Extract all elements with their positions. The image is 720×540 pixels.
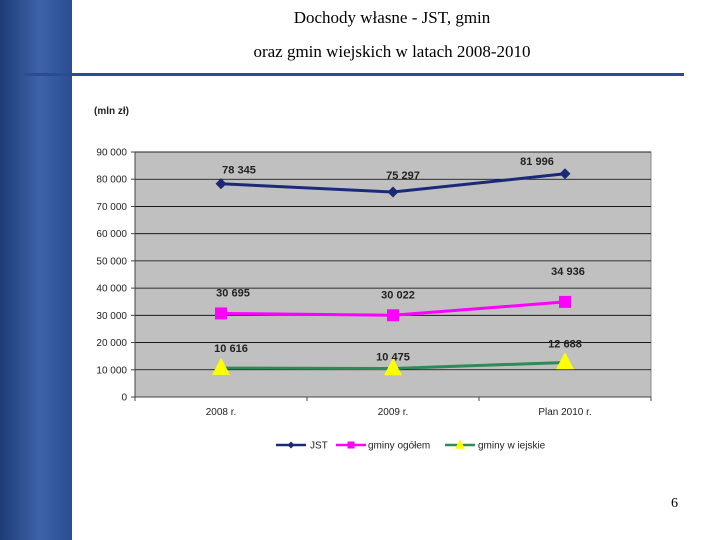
unit-label: (mln zł) bbox=[94, 106, 129, 117]
data-point bbox=[215, 307, 227, 320]
y-tick-label: 30 000 bbox=[96, 311, 127, 322]
data-label: 12 688 bbox=[548, 338, 582, 350]
y-tick-label: 40 000 bbox=[96, 284, 127, 295]
x-tick-label: 2008 r. bbox=[206, 407, 237, 418]
axis-layer: (mln zł) 0 10 000 20 000 30 000 40 000 50 000 6… bbox=[94, 106, 652, 418]
legend-item: gminy ogółem bbox=[336, 441, 430, 452]
data-label: 81 996 bbox=[520, 156, 554, 168]
data-point bbox=[387, 186, 399, 198]
data-label: 75 297 bbox=[386, 170, 420, 182]
legend-marker bbox=[287, 441, 295, 449]
legend-item: JST bbox=[276, 441, 328, 452]
data-label: 34 936 bbox=[551, 266, 585, 278]
series-gminy-w-iejskie bbox=[212, 352, 574, 376]
data-label: 78 345 bbox=[222, 165, 256, 177]
y-tick-label: 90 000 bbox=[96, 148, 127, 159]
data-point bbox=[559, 295, 571, 308]
y-tick-label: 70 000 bbox=[96, 202, 127, 213]
y-tick-label: 0 bbox=[121, 393, 127, 404]
page-number: 6 bbox=[671, 496, 678, 511]
side-decor-band bbox=[0, 0, 72, 540]
slide-title-line-1: Dochody własne - JST, gmin bbox=[293, 8, 491, 27]
data-label: 10 616 bbox=[214, 343, 248, 355]
y-tick-label: 20 000 bbox=[96, 338, 127, 349]
x-tick-label: 2009 r. bbox=[378, 407, 409, 418]
legend-label: JST bbox=[310, 441, 328, 452]
legend-label: gminy ogółem bbox=[368, 441, 430, 452]
data-point bbox=[384, 358, 402, 376]
x-tick-label: Plan 2010 r. bbox=[538, 407, 591, 418]
data-point bbox=[215, 178, 227, 190]
data-label: 30 695 bbox=[216, 287, 250, 299]
series-jst bbox=[215, 168, 571, 198]
series-layer bbox=[212, 168, 574, 376]
data-point bbox=[387, 309, 399, 322]
y-tick-label: 60 000 bbox=[96, 229, 127, 240]
legend: JST gminy ogółem gminy w iejskie bbox=[276, 439, 546, 452]
data-label-layer: 78 345 75 297 81 996 30 695 30 022 34 936 10 6… bbox=[214, 156, 585, 364]
legend-marker bbox=[455, 439, 465, 449]
data-point bbox=[559, 168, 571, 180]
data-point bbox=[556, 352, 574, 370]
data-label: 10 475 bbox=[376, 351, 410, 363]
slide-title-line-2: oraz gmin wiejskich w latach 2008-2010 bbox=[253, 42, 531, 61]
legend-item: gminy w iejskie bbox=[445, 439, 546, 452]
series-gminy-ogółem bbox=[215, 295, 571, 322]
data-point bbox=[212, 357, 230, 375]
legend-label: gminy w iejskie bbox=[478, 441, 546, 452]
y-tick-label: 50 000 bbox=[96, 256, 127, 267]
y-tick-label: 80 000 bbox=[96, 175, 127, 186]
data-label: 30 022 bbox=[381, 289, 415, 301]
title-underline bbox=[24, 73, 684, 76]
y-tick-label: 10 000 bbox=[96, 365, 127, 376]
legend-marker bbox=[347, 441, 355, 449]
